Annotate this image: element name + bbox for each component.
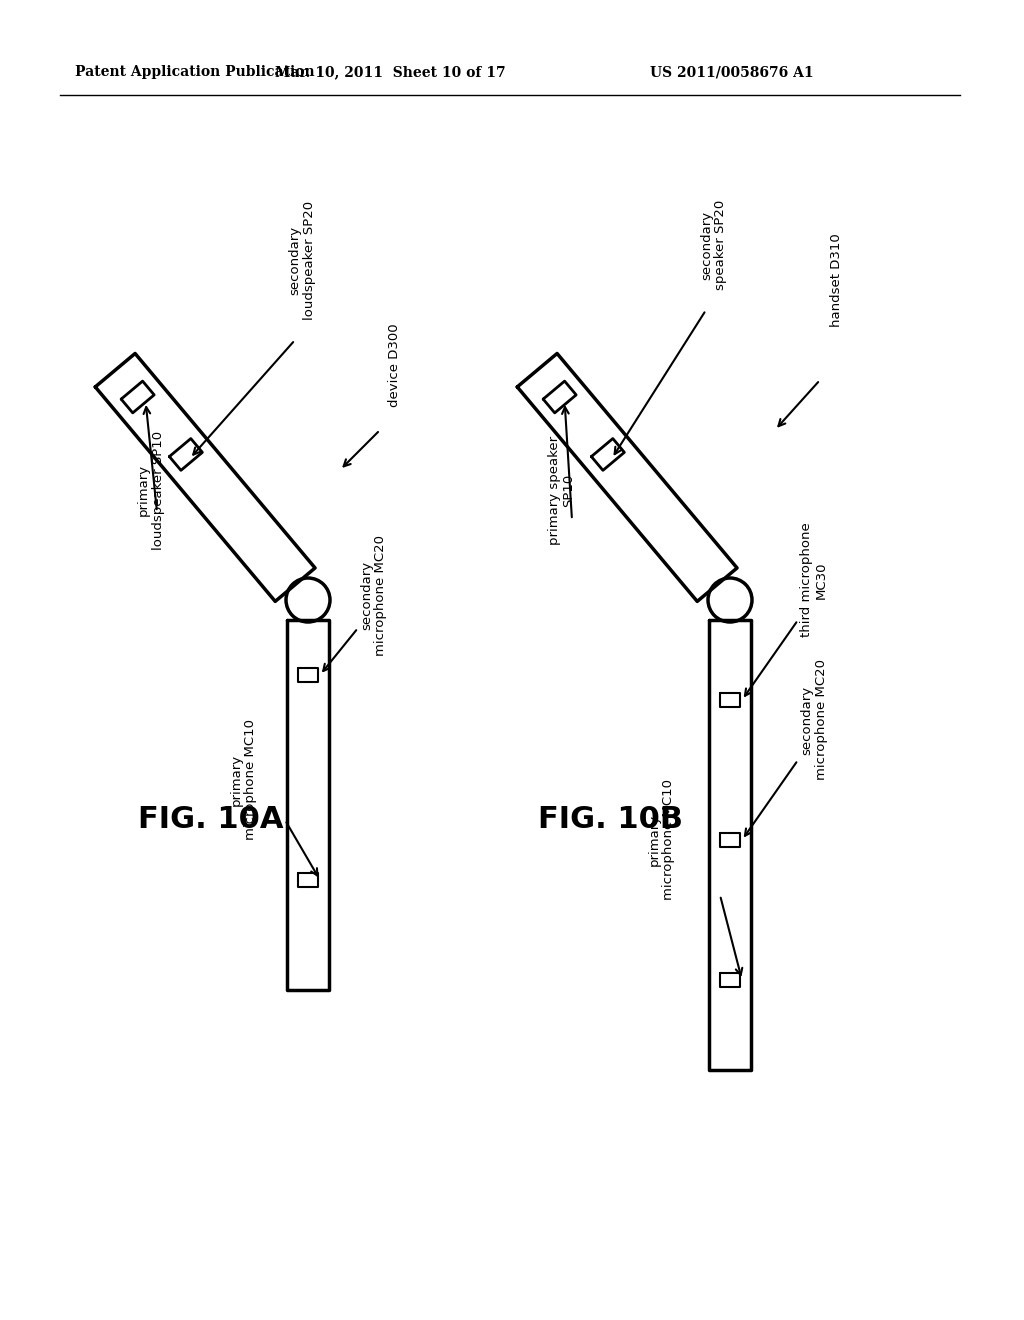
Text: loudspeaker SP20: loudspeaker SP20 [303, 201, 316, 319]
Text: third microphone: third microphone [800, 523, 813, 638]
Text: microphone MC10: microphone MC10 [244, 719, 257, 841]
Text: microphone MC20: microphone MC20 [374, 535, 387, 656]
Text: secondary: secondary [800, 685, 813, 755]
Text: MC30: MC30 [815, 561, 828, 599]
Text: microphone MC10: microphone MC10 [662, 780, 675, 900]
Text: loudspeaker SP10: loudspeaker SP10 [152, 430, 165, 549]
Text: primary: primary [137, 463, 150, 516]
Text: secondary: secondary [288, 226, 301, 294]
Text: primary: primary [648, 814, 662, 866]
Text: microphone MC20: microphone MC20 [815, 660, 828, 780]
Text: secondary: secondary [700, 210, 713, 280]
Text: SP10: SP10 [562, 474, 575, 507]
Text: primary speaker: primary speaker [548, 436, 561, 545]
Text: handset D310: handset D310 [830, 234, 843, 327]
Text: Patent Application Publication: Patent Application Publication [75, 65, 314, 79]
Text: device D300: device D300 [388, 323, 401, 407]
Text: FIG. 10A: FIG. 10A [138, 805, 284, 834]
Text: Mar. 10, 2011  Sheet 10 of 17: Mar. 10, 2011 Sheet 10 of 17 [274, 65, 505, 79]
Text: US 2011/0058676 A1: US 2011/0058676 A1 [650, 65, 814, 79]
Text: secondary: secondary [360, 561, 373, 630]
Text: FIG. 10B: FIG. 10B [538, 805, 683, 834]
Text: speaker SP20: speaker SP20 [714, 199, 727, 290]
Text: primary: primary [230, 754, 243, 807]
